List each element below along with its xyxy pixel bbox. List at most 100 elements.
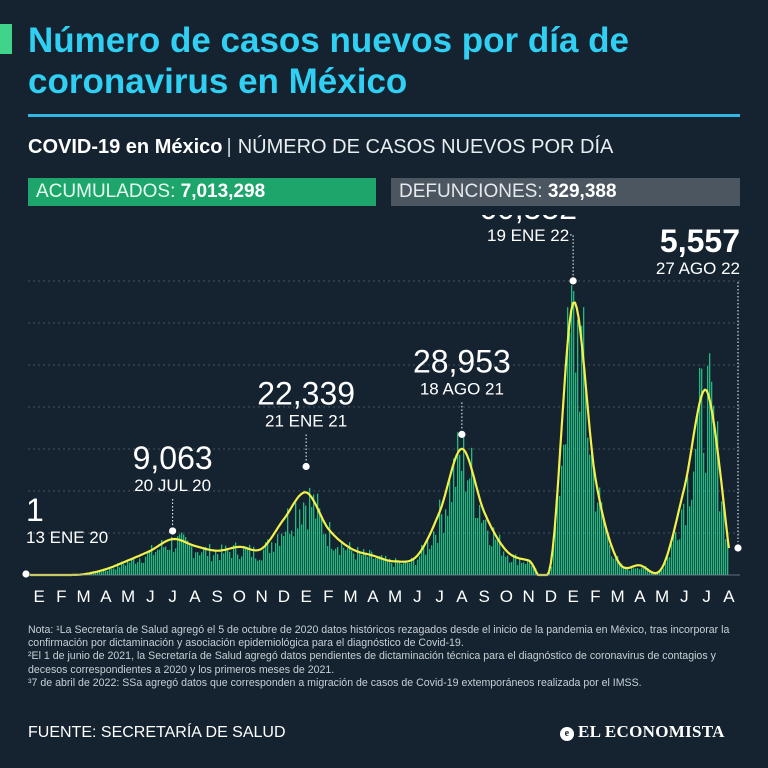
- daily-bar: [495, 539, 497, 575]
- daily-bar: [153, 555, 155, 575]
- daily-bar: [677, 540, 679, 575]
- daily-bar: [383, 560, 385, 575]
- page-title: Número de casos nuevos por día de corona…: [28, 21, 629, 101]
- daily-bar: [443, 533, 445, 575]
- daily-bar: [629, 570, 631, 575]
- annotation-value: 22,339: [257, 375, 355, 411]
- daily-bar: [243, 545, 245, 575]
- daily-bar: [347, 548, 349, 575]
- daily-bar: [423, 547, 425, 575]
- daily-bar: [503, 551, 505, 575]
- daily-bar: [267, 539, 269, 575]
- x-tick-label: M: [611, 587, 625, 606]
- daily-bar: [171, 536, 173, 575]
- x-tick-label: J: [413, 587, 422, 606]
- daily-bar: [565, 444, 567, 575]
- cumulative-label: ACUMULADOS:: [36, 181, 176, 202]
- daily-bar: [441, 514, 443, 575]
- title-divider: [28, 114, 740, 117]
- publisher-logo: e EL ECONOMISTA: [560, 722, 725, 742]
- daily-bar: [115, 569, 117, 575]
- daily-bar: [261, 560, 263, 575]
- daily-bar: [639, 569, 641, 575]
- daily-bar: [597, 502, 599, 575]
- daily-bar: [301, 524, 303, 575]
- daily-bar: [591, 450, 593, 575]
- daily-bar: [143, 562, 145, 575]
- daily-bar: [631, 565, 633, 575]
- daily-bar: [497, 539, 499, 575]
- daily-bar: [93, 573, 95, 575]
- x-tick-label: F: [590, 587, 600, 606]
- annotation-value: 5,557: [660, 223, 740, 259]
- daily-bar: [279, 545, 281, 575]
- daily-bar: [249, 544, 251, 575]
- daily-bar: [321, 515, 323, 575]
- daily-bar: [411, 557, 413, 575]
- x-tick-label: S: [478, 587, 489, 606]
- daily-bar: [653, 573, 655, 575]
- x-tick-label: A: [100, 587, 112, 606]
- daily-bar: [145, 556, 147, 575]
- daily-bar: [421, 544, 423, 575]
- daily-bar: [385, 555, 387, 575]
- logo-text: EL ECONOMISTA: [578, 722, 725, 741]
- daily-bar: [181, 532, 183, 575]
- daily-bar: [451, 502, 453, 575]
- daily-bar: [725, 539, 727, 575]
- daily-bar: [113, 568, 115, 575]
- daily-bar: [253, 546, 255, 575]
- daily-bar: [373, 558, 375, 575]
- annotation-value: 28,953: [413, 343, 511, 379]
- daily-bar: [563, 444, 565, 575]
- daily-bar: [413, 558, 415, 575]
- daily-bar: [307, 529, 309, 575]
- x-tick-label: D: [278, 587, 290, 606]
- daily-bar: [107, 570, 109, 575]
- daily-bar: [415, 564, 417, 575]
- daily-bar: [139, 558, 141, 575]
- daily-bar: [263, 549, 265, 575]
- daily-bar: [91, 572, 93, 575]
- annotation-leader: [570, 234, 574, 277]
- daily-bar: [435, 534, 437, 575]
- daily-bar: [705, 472, 707, 575]
- daily-bar: [375, 558, 377, 575]
- daily-bar: [331, 548, 333, 575]
- daily-bar: [219, 560, 221, 575]
- daily-bar: [507, 555, 509, 575]
- footnote-2: ²El 1 de junio de 2021, la Secretaría de…: [28, 650, 716, 676]
- x-tick-label: F: [323, 587, 333, 606]
- daily-bar: [377, 556, 379, 575]
- daily-bar: [529, 562, 531, 575]
- daily-bar: [363, 549, 365, 575]
- daily-bar: [513, 554, 515, 575]
- daily-bar: [299, 509, 301, 575]
- footnote-3: ³7 de abril de 2022: SSa agregó datos qu…: [28, 676, 642, 689]
- daily-bar: [345, 550, 347, 575]
- daily-bar: [209, 544, 211, 575]
- daily-bar: [521, 562, 523, 575]
- daily-bar: [217, 554, 219, 575]
- daily-bar: [247, 547, 249, 575]
- daily-bar: [341, 542, 343, 575]
- daily-bar: [195, 552, 197, 575]
- daily-bar: [463, 432, 465, 575]
- daily-bar: [561, 465, 563, 575]
- daily-bar: [473, 479, 475, 575]
- daily-bar: [433, 531, 435, 575]
- daily-bar: [707, 365, 709, 575]
- x-tick-label: O: [233, 587, 246, 606]
- x-tick-label: S: [211, 587, 222, 606]
- daily-bar: [477, 517, 479, 575]
- daily-bar: [485, 519, 487, 575]
- daily-bar: [457, 432, 459, 575]
- daily-bar: [693, 471, 695, 575]
- daily-bar: [205, 546, 207, 575]
- daily-bar: [323, 534, 325, 575]
- daily-bar: [427, 539, 429, 575]
- daily-bar: [327, 545, 329, 575]
- daily-bar: [603, 520, 605, 575]
- daily-bar: [461, 470, 463, 575]
- daily-bar: [215, 551, 217, 575]
